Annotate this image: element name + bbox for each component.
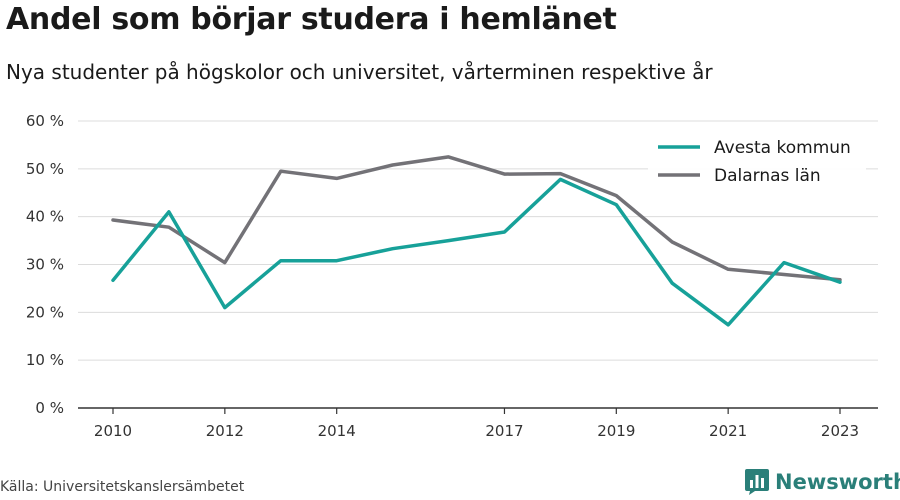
y-tick-label: 0 % bbox=[35, 399, 64, 417]
y-tick-label: 40 % bbox=[26, 208, 64, 226]
brand-logo[interactable]: Newsworthy bbox=[745, 469, 900, 495]
x-tick-label: 2014 bbox=[318, 422, 356, 440]
y-tick-label: 50 % bbox=[26, 160, 64, 178]
legend-label: Avesta kommun bbox=[714, 138, 851, 158]
x-tick-label: 2010 bbox=[94, 422, 132, 440]
y-tick-label: 60 % bbox=[26, 112, 64, 130]
x-tick-label: 2023 bbox=[821, 422, 859, 440]
x-tick-label: 2021 bbox=[709, 422, 747, 440]
x-tick-label: 2017 bbox=[485, 422, 523, 440]
legend-box bbox=[648, 130, 866, 192]
chart-subtitle: Nya studenter på högskolor och universit… bbox=[6, 60, 713, 84]
line-chart: 0 % 10 % 20 % 30 % 40 % 50 % 60 % 2010 2012 2014 2… bbox=[26, 112, 878, 440]
y-tick-label: 30 % bbox=[26, 256, 64, 274]
series-line-dalarna bbox=[111, 155, 842, 282]
y-tick-label: 10 % bbox=[26, 351, 64, 369]
series-line-avesta bbox=[111, 177, 842, 327]
y-tick-label: 20 % bbox=[26, 303, 64, 321]
chart-title: Andel som börjar studera i hemlänet bbox=[6, 2, 617, 37]
brand-name: Newsworthy bbox=[775, 470, 900, 494]
bar-chart-logo-icon bbox=[745, 469, 769, 495]
legend-label: Dalarnas län bbox=[714, 166, 821, 186]
x-tick-label: 2012 bbox=[206, 422, 244, 440]
x-tick-label: 2019 bbox=[597, 422, 635, 440]
source-note: Källa: Universitetskanslersämbetet bbox=[0, 479, 245, 495]
